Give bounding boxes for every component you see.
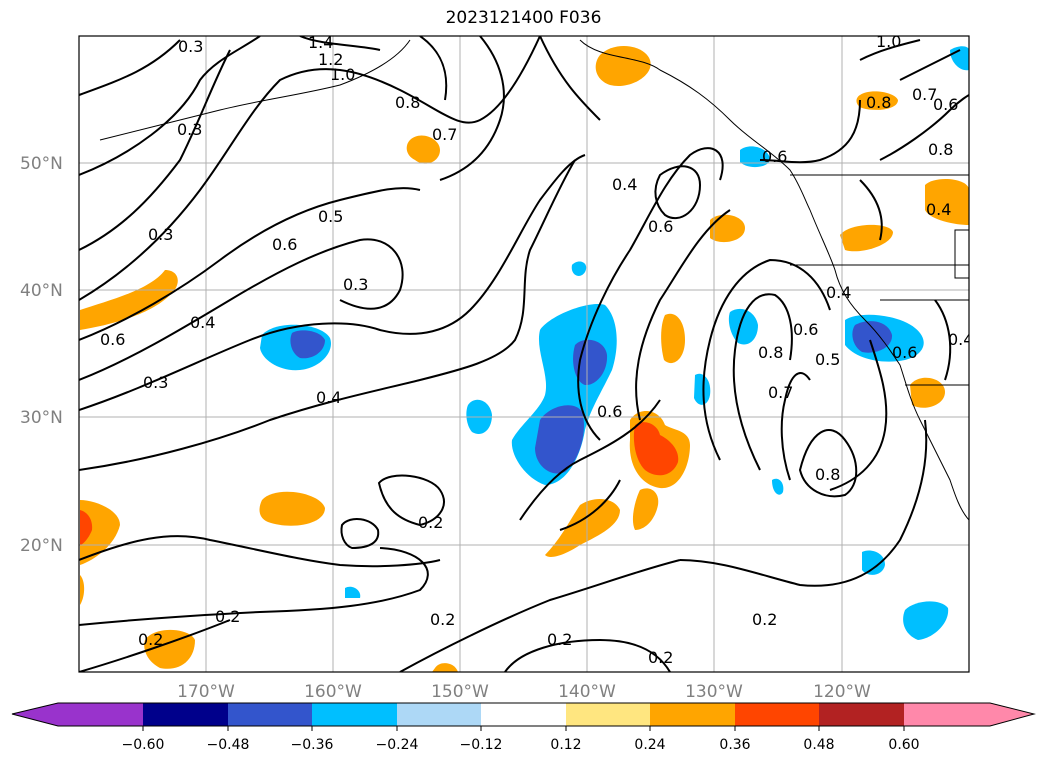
contour-label: 0.2 <box>648 648 673 667</box>
map-frame <box>78 35 970 673</box>
colorbar-tick-label: 0.12 <box>550 737 581 753</box>
contour-label: 0.8 <box>866 93 891 112</box>
lon-label: 120°W <box>813 682 871 702</box>
contour-label: 0.7 <box>768 383 793 402</box>
contour-label: 0.2 <box>430 610 455 629</box>
map-panel: 0.3 1.4 1.2 1.0 0.8 0.7 0.3 0.5 0.6 0.3 … <box>79 32 973 672</box>
contour-label: 0.4 <box>190 313 215 332</box>
colorbar-tick-label: 0.48 <box>803 737 834 753</box>
colorbar-segment <box>735 703 819 726</box>
contour-label: 0.6 <box>933 95 958 114</box>
contour-label: 0.3 <box>177 120 202 139</box>
colorbar-tick-label: 0.36 <box>719 737 750 753</box>
contour-label: 0.6 <box>762 147 787 166</box>
longitude-labels: 170°W 160°W 150°W 140°W 130°W 120°W <box>177 682 871 702</box>
contour-label: 0.6 <box>100 330 125 349</box>
colorbar-segment <box>12 703 58 726</box>
contour-label-layer: 0.3 1.4 1.2 1.0 0.8 0.7 0.3 0.5 0.6 0.3 … <box>100 32 973 667</box>
colorbar-tick-label: 0.24 <box>634 737 665 753</box>
colorbar-tick-label: −0.24 <box>376 737 419 753</box>
contour-label: 0.4 <box>948 330 973 349</box>
colorbar-tick-label: 0.60 <box>888 737 919 753</box>
colorbar-segment <box>397 703 481 726</box>
contour-label: 0.4 <box>826 283 851 302</box>
lat-label: 20°N <box>20 536 63 556</box>
contour-label: 0.8 <box>758 343 783 362</box>
contour-label: 0.8 <box>395 93 420 112</box>
colorbar-segment <box>312 703 397 726</box>
latitude-labels: 50°N 40°N 30°N 20°N <box>20 154 63 556</box>
contour-label: 0.8 <box>815 465 840 484</box>
contour-label: 0.6 <box>793 320 818 339</box>
colorbar-segment <box>566 703 650 726</box>
contour-label: 1.4 <box>308 33 333 52</box>
shading-layer <box>80 45 969 672</box>
contour-label: 0.7 <box>912 85 937 104</box>
colorbar-tick-label: −0.60 <box>122 737 165 753</box>
contour-label: 0.6 <box>272 235 297 254</box>
contour-label: 0.3 <box>143 373 168 392</box>
lat-label: 30°N <box>20 408 63 428</box>
colorbar: −0.60 −0.48 −0.36 −0.24 −0.12 0.12 0.24 … <box>11 702 1036 753</box>
contour-label: 0.4 <box>316 388 341 407</box>
coastlines <box>99 39 969 521</box>
contour-label: 0.2 <box>418 513 443 532</box>
colorbar-segment <box>650 703 735 726</box>
contour-label: 1.0 <box>876 32 901 51</box>
colorbar-segment <box>904 703 990 726</box>
contour-label: 0.2 <box>752 610 777 629</box>
colorbar-outline <box>11 702 1036 727</box>
contour-label: 0.6 <box>892 343 917 362</box>
colorbar-segment <box>481 703 566 726</box>
lon-label: 170°W <box>177 682 235 702</box>
colorbar-segment <box>819 703 904 726</box>
colorbar-segment <box>143 703 228 726</box>
lon-label: 140°W <box>558 682 616 702</box>
lon-label: 150°W <box>431 682 489 702</box>
contour-label: 0.5 <box>815 350 840 369</box>
contour-label: 0.8 <box>928 140 953 159</box>
contour-label: 0.3 <box>343 275 368 294</box>
contour-label: 0.3 <box>148 225 173 244</box>
lon-label: 160°W <box>304 682 362 702</box>
contour-label: 1.2 <box>318 50 343 69</box>
contour-label: 0.5 <box>318 207 343 226</box>
contour-label: 0.4 <box>612 175 637 194</box>
contour-lines <box>79 36 969 672</box>
contour-label: 0.4 <box>926 200 951 219</box>
colorbar-tick-label: −0.36 <box>291 737 334 753</box>
lat-label: 40°N <box>20 281 63 301</box>
colorbar-tick-label: −0.48 <box>207 737 250 753</box>
contour-label: 0.2 <box>215 607 240 626</box>
colorbar-segment <box>58 703 143 726</box>
colorbar-tick-label: −0.12 <box>460 737 503 753</box>
colorbar-segment <box>990 703 1034 726</box>
contour-label: 0.6 <box>597 402 622 421</box>
map-title: 2023121400 F036 <box>445 8 602 28</box>
contour-label: 1.0 <box>330 65 355 84</box>
lon-label: 130°W <box>685 682 743 702</box>
contour-label: 0.3 <box>178 37 203 56</box>
contour-label: 0.2 <box>138 630 163 649</box>
lat-label: 50°N <box>20 154 63 174</box>
contour-label: 0.6 <box>648 217 673 236</box>
colorbar-segment <box>228 703 312 726</box>
contour-label: 0.7 <box>432 125 457 144</box>
contour-label: 0.2 <box>547 630 572 649</box>
